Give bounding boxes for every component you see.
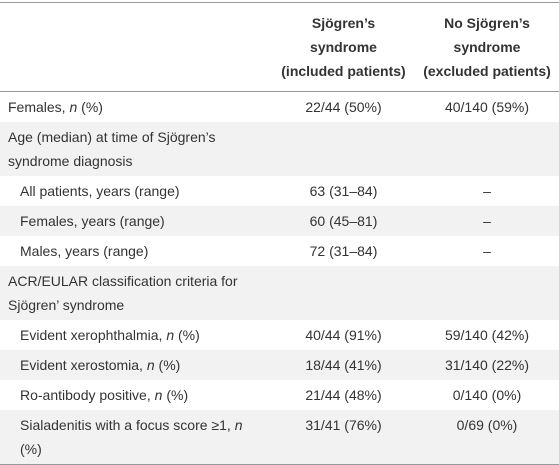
table-row: Females, years (range) 60 (45–81) –	[0, 206, 559, 236]
empty-cell	[272, 266, 415, 320]
header-line: (included patients)	[281, 63, 406, 79]
column-header: Sjögren’s syndrome (included patients)	[272, 3, 415, 92]
column-header: No Sjögren’s syndrome (excluded patients)	[415, 3, 559, 92]
value-cell: 21/44 (48%)	[305, 387, 382, 403]
label-text: (%)	[162, 387, 189, 403]
label-text: Evident xerophthalmia,	[20, 327, 167, 343]
row-label: Females, years (range)	[0, 206, 272, 236]
table-row: Age (median) at time of Sjögren’s syndro…	[0, 122, 559, 176]
header-line: syndrome	[310, 39, 377, 55]
empty-cell	[272, 122, 415, 176]
label-text: (%)	[77, 99, 103, 115]
empty-cell	[415, 266, 559, 320]
table-row: Sialadenitis with a focus score ≥1, n (%…	[0, 410, 559, 465]
table-row: Females, n (%) 22/44 (50%) 40/140 (59%)	[0, 92, 559, 123]
row-label: Evident xerophthalmia, n (%)	[0, 320, 272, 350]
value-cell: –	[483, 183, 491, 199]
label-text: (%)	[154, 357, 181, 373]
label-text: n	[154, 387, 163, 403]
label-text: (%)	[174, 327, 200, 343]
label-text: Sialadenitis with a focus score ≥1,	[20, 417, 235, 433]
value-cell: 22/44 (50%)	[305, 99, 382, 115]
row-label: Sialadenitis with a focus score ≥1, n (%…	[0, 410, 272, 465]
row-label: Females, n (%)	[0, 92, 272, 123]
label-text: Females, years (range)	[20, 213, 165, 229]
header-line: No Sjögren’s	[444, 15, 530, 31]
table-row: ACR/EULAR classification criteria for Sj…	[0, 266, 559, 320]
value-cell: 18/44 (41%)	[272, 350, 415, 380]
label-text: Evident xerostomia,	[20, 357, 147, 373]
row-label: Evident xerostomia, n (%)	[0, 350, 272, 380]
header-line: Sjögren’s	[311, 15, 376, 31]
row-label: Age (median) at time of Sjögren’s syndro…	[0, 122, 272, 176]
label-text: n	[166, 327, 175, 343]
label-text: n	[234, 417, 243, 433]
value-cell: 0/69 (0%)	[415, 410, 559, 465]
value-cell: 31/140 (22%)	[415, 350, 559, 380]
table-body: Females, n (%) 22/44 (50%) 40/140 (59%) Age…	[0, 92, 559, 465]
label-text: Males, years (range)	[20, 243, 149, 259]
table-row: Ro-antibody positive, n (%) 21/44 (48%) 0/…	[0, 380, 559, 410]
label-text: Age (median) at time of Sjögren’s syndro…	[8, 129, 216, 169]
value-cell: 63 (31–84)	[309, 183, 378, 199]
label-text: n	[69, 99, 78, 115]
value-cell: –	[483, 243, 491, 259]
header-cell	[0, 3, 272, 92]
label-text: (%)	[20, 441, 42, 457]
header-line: syndrome	[453, 39, 521, 55]
table-row: Evident xerophthalmia, n (%) 40/44 (91%) 5…	[0, 320, 559, 350]
value-cell: 59/140 (42%)	[444, 327, 530, 343]
label-text: All patients, years (range)	[20, 183, 180, 199]
empty-cell	[415, 122, 559, 176]
header-row: Sjögren’s syndrome (included patients) No S…	[0, 2, 559, 92]
row-label: Males, years (range)	[0, 236, 272, 266]
table-row: Evident xerostomia, n (%) 18/44 (41%) 31/1…	[0, 350, 559, 380]
row-label: Ro-antibody positive, n (%)	[0, 380, 272, 410]
value-cell: 0/140 (0%)	[452, 387, 522, 403]
header-line: (excluded patients)	[423, 63, 551, 79]
table-header: Sjögren’s syndrome (included patients) No S…	[0, 2, 559, 92]
row-label: ACR/EULAR classification criteria for Sj…	[0, 266, 272, 320]
value-cell: 60 (45–81)	[272, 206, 415, 236]
value-cell: –	[415, 206, 559, 236]
value-cell: 40/44 (91%)	[305, 327, 382, 343]
label-text: Females,	[8, 99, 70, 115]
value-cell: 40/140 (59%)	[444, 99, 530, 115]
label-text: Ro-antibody positive,	[20, 387, 155, 403]
table-row: Males, years (range) 72 (31–84) –	[0, 236, 559, 266]
row-label: All patients, years (range)	[0, 176, 272, 206]
label-text: n	[146, 357, 155, 373]
value-cell: 72 (31–84)	[309, 243, 378, 259]
label-text: ACR/EULAR classification criteria for Sj…	[8, 273, 238, 313]
table-row: All patients, years (range) 63 (31–84) –	[0, 176, 559, 206]
value-cell: 31/41 (76%)	[272, 410, 415, 465]
